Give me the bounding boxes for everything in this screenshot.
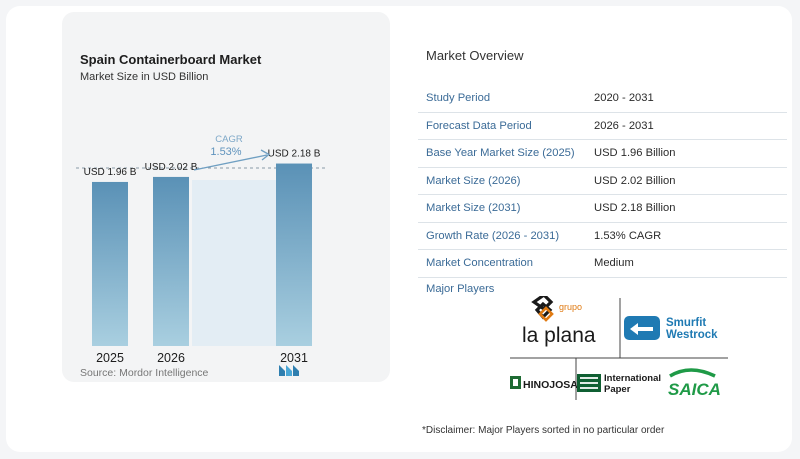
row-label: Base Year Market Size (2025)	[426, 147, 575, 159]
table-row: Study Period 2020 - 2031	[418, 85, 787, 113]
saica-logo: SAICA	[668, 368, 721, 399]
smurfit-westrock-logo: Smurfit Westrock	[624, 316, 718, 341]
la-plana-small-text: grupo	[559, 302, 582, 312]
table-row: Growth Rate (2026 - 2031) 1.53% CAGR	[418, 223, 787, 250]
smurfit-text: Smurfit	[666, 317, 706, 329]
row-label: Growth Rate (2026 - 2031)	[426, 229, 560, 242]
row-value: USD 2.02 Billion	[594, 174, 676, 187]
row-label: Market Size (2031)	[426, 202, 521, 214]
hinojosa-text: HINOJOSA	[523, 379, 578, 391]
table-row: Base Year Market Size (2025) USD 1.96 Bi…	[418, 140, 787, 168]
mordor-logo-icon	[279, 365, 299, 376]
hinojosa-logo: HINOJOSA	[510, 376, 578, 391]
overview-table: Study Period 2020 - 2031 Forecast Data P…	[418, 85, 787, 278]
row-value: USD 2.18 Billion	[594, 202, 676, 214]
major-players-logos: grupo la plana Smurfit Westrock HINOJOSA…	[510, 296, 728, 400]
table-row: Market Size (2026) USD 2.02 Billion	[418, 168, 787, 195]
row-value: 1.53% CAGR	[594, 229, 662, 242]
bar-chart: USD 1.96 B 2025 USD 2.02 B 2026 USD 2.18 B 20…	[76, 134, 328, 365]
x-tick-2025: 2025	[96, 351, 124, 365]
ip-text-line2: Paper	[604, 384, 631, 395]
cagr-arrow-head	[260, 149, 271, 161]
cagr-label: CAGR	[215, 134, 243, 145]
table-row: Market Concentration Medium	[418, 250, 787, 278]
cagr-band	[192, 180, 276, 346]
data-label-2031: USD 2.18 B	[268, 149, 321, 160]
source-note: Source: Mordor Intelligence	[80, 367, 209, 379]
row-label: Market Concentration	[426, 257, 533, 269]
bar-2031	[276, 163, 312, 346]
la-plana-text: la plana	[522, 324, 596, 347]
chart-subtitle: Market Size in USD Billion	[80, 71, 209, 83]
row-value: USD 1.96 Billion	[594, 147, 676, 159]
market-overview-title: Market Overview	[426, 48, 524, 63]
ip-text-line1: International	[604, 373, 661, 384]
x-tick-2026: 2026	[157, 351, 185, 365]
table-row: Market Size (2031) USD 2.18 Billion	[418, 195, 787, 223]
bar-2025	[92, 181, 128, 346]
chart-card: Spain Containerboard Market Market Size …	[62, 12, 390, 382]
data-label-2025: USD 1.96 B	[84, 167, 137, 178]
row-label: Forecast Data Period	[426, 119, 532, 132]
row-value: 2026 - 2031	[594, 119, 654, 132]
cagr-arrow	[193, 154, 268, 171]
row-label: Study Period	[426, 92, 491, 104]
row-value: Medium	[594, 257, 634, 269]
x-tick-2031: 2031	[280, 351, 308, 365]
disclaimer-note: *Disclaimer: Major Players sorted in no …	[422, 425, 665, 436]
table-row: Forecast Data Period 2026 - 2031	[418, 113, 787, 140]
la-plana-mark-icon	[531, 296, 554, 320]
westrock-text: Westrock	[666, 329, 718, 341]
la-plana-logo: grupo la plana	[522, 296, 596, 347]
major-players-title: Major Players	[426, 283, 495, 295]
bar-2026	[153, 176, 189, 346]
cagr-value: 1.53%	[210, 146, 241, 158]
row-value: 2020 - 2031	[594, 92, 654, 104]
saica-text: SAICA	[668, 380, 721, 399]
row-label: Market Size (2026)	[426, 174, 521, 187]
chart-title: Spain Containerboard Market	[80, 52, 262, 67]
international-paper-logo: International Paper	[577, 373, 661, 395]
data-label-2026: USD 2.02 B	[145, 162, 198, 173]
saica-mark-icon	[669, 368, 716, 378]
